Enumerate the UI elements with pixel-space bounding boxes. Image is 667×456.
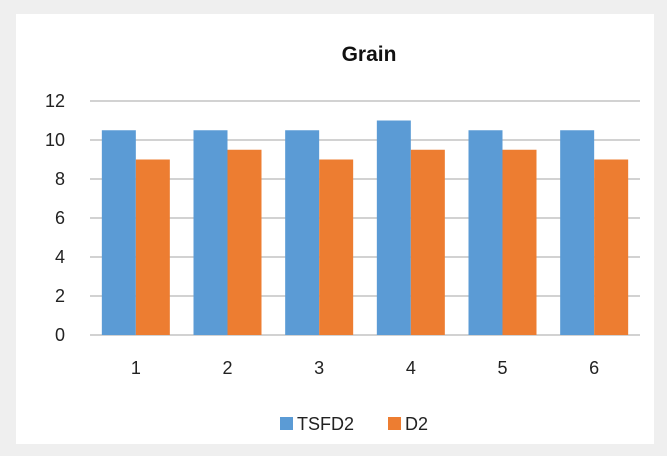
- x-tick-label: 3: [314, 358, 324, 378]
- x-tick-label: 6: [589, 358, 599, 378]
- chart-title: Grain: [342, 43, 397, 66]
- x-axis-tick-labels: 1 2 3 4 5 6: [131, 358, 599, 378]
- y-tick-label: 0: [55, 325, 65, 345]
- bar-tsfd2-4: [376, 120, 411, 335]
- bar-tsfd2-6: [560, 130, 595, 335]
- bar-tsfd2-5: [468, 130, 503, 335]
- bar-d2-5: [502, 149, 537, 335]
- legend-swatch-d2: [388, 417, 401, 430]
- legend: TSFD2 D2: [280, 414, 428, 434]
- legend-label-tsfd2: TSFD2: [297, 414, 354, 434]
- bar-d2-1: [135, 159, 170, 335]
- y-tick-label: 12: [45, 91, 65, 111]
- y-tick-label: 4: [55, 247, 65, 267]
- y-tick-label: 6: [55, 208, 65, 228]
- y-tick-label: 10: [45, 130, 65, 150]
- bar-d2-4: [410, 149, 445, 335]
- x-tick-label: 4: [406, 358, 416, 378]
- x-tick-label: 5: [497, 358, 507, 378]
- bar-tsfd2-1: [101, 130, 136, 335]
- legend-label-d2: D2: [405, 414, 428, 434]
- legend-swatch-tsfd2: [280, 417, 293, 430]
- y-axis-tick-labels: 0 2 4 6 8 10 12: [45, 91, 65, 345]
- x-tick-label: 2: [222, 358, 232, 378]
- bar-d2-3: [319, 159, 354, 335]
- bar-d2-2: [227, 149, 262, 335]
- bars: [101, 120, 629, 335]
- bar-tsfd2-2: [193, 130, 228, 335]
- y-tick-label: 8: [55, 169, 65, 189]
- y-tick-label: 2: [55, 286, 65, 306]
- x-tick-label: 1: [131, 358, 141, 378]
- bar-tsfd2-3: [285, 130, 320, 335]
- gridlines: [90, 100, 640, 336]
- bar-d2-6: [594, 159, 629, 335]
